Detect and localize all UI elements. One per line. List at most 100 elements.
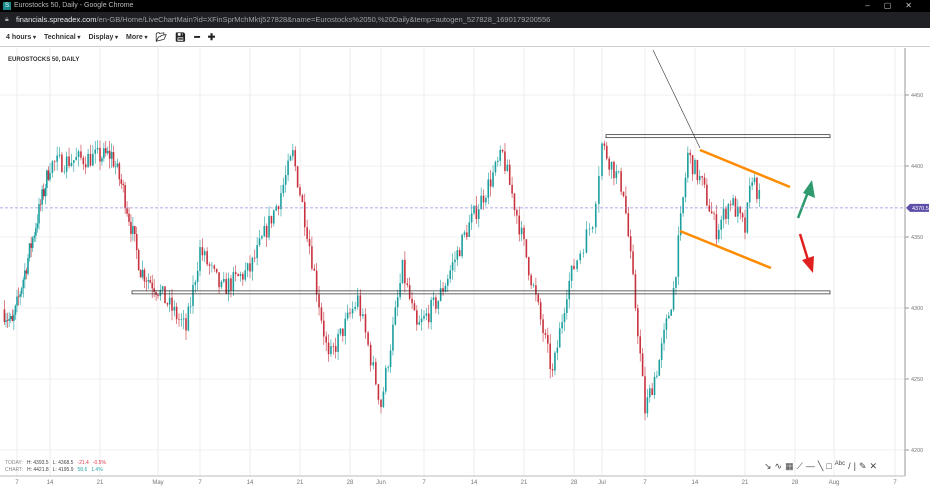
candle-body xyxy=(411,298,413,304)
arrow-tool-icon[interactable]: ↘ xyxy=(764,461,772,471)
candle-body xyxy=(703,177,706,185)
candle-body xyxy=(641,353,644,377)
address-bar[interactable]: 🔒︎ financials.spreadex.com/en-GB/Home/Li… xyxy=(0,12,930,28)
candle-body xyxy=(420,318,423,323)
x-tick-label: 21 xyxy=(742,480,749,486)
candle-body xyxy=(598,176,600,204)
candle-body xyxy=(675,276,677,289)
candle-body xyxy=(24,270,26,280)
curve-tool-icon[interactable]: ∿ xyxy=(774,461,783,471)
technical-dropdown[interactable]: Technical xyxy=(44,34,80,41)
candle-body xyxy=(182,318,185,320)
candle-body xyxy=(487,179,490,198)
candle-body xyxy=(282,184,285,194)
fan-tool-icon[interactable]: ⟋ xyxy=(796,461,803,471)
candle-body xyxy=(137,249,140,271)
candle-body xyxy=(372,362,375,366)
candle-body xyxy=(13,314,15,321)
candle-body xyxy=(230,278,232,291)
drawing-tools: ↘ ∿ ▦ ⟋ — ╲ □ Abc / | ✎ ✕ xyxy=(764,461,877,472)
candle-body xyxy=(251,257,254,272)
candle-body xyxy=(588,228,591,230)
candle-body xyxy=(289,156,292,161)
candle-body xyxy=(147,280,150,282)
candle-body xyxy=(648,388,651,398)
line-tool-icon[interactable]: ╲ xyxy=(817,461,824,471)
candle-body xyxy=(746,202,749,233)
candle-body xyxy=(622,191,625,197)
divider: | xyxy=(853,461,856,471)
candle-body xyxy=(594,203,597,228)
chart-change: 58.6 xyxy=(77,466,88,473)
candle-body xyxy=(387,367,389,368)
candle-body xyxy=(637,308,639,337)
candle-body xyxy=(22,279,25,289)
grid-tool-icon[interactable]: ▦ xyxy=(785,461,794,471)
pencil-icon[interactable]: ✎ xyxy=(858,461,867,471)
zoom-in-icon[interactable]: ✚ xyxy=(207,31,216,42)
candle-body xyxy=(554,352,556,371)
candle-body xyxy=(520,227,523,235)
candle-body xyxy=(713,213,715,215)
candle-body xyxy=(161,286,164,290)
open-folder-icon[interactable]: 📂︎ xyxy=(155,31,167,42)
candle-body xyxy=(80,151,82,158)
candle-body xyxy=(646,397,649,414)
candle-body xyxy=(99,147,101,162)
candle-body xyxy=(28,243,31,259)
candle-body xyxy=(284,175,287,185)
rect-tool-icon[interactable]: □ xyxy=(826,461,832,471)
candle-body xyxy=(208,264,211,266)
current-price-label: 4370.5 xyxy=(912,206,929,212)
zoom-out-icon[interactable]: ━ xyxy=(194,31,200,42)
candle-body xyxy=(389,350,392,368)
window-controls[interactable]: –▢✕ xyxy=(865,1,926,10)
candle-body xyxy=(380,399,382,408)
candle-body xyxy=(30,243,32,248)
candle-body xyxy=(710,211,713,214)
candle-body xyxy=(466,232,468,238)
candle-body xyxy=(468,222,471,238)
x-tick-label: 14 xyxy=(247,480,254,486)
candle-body xyxy=(665,318,668,330)
clear-icon[interactable]: ✕ xyxy=(869,461,878,471)
candle-body xyxy=(739,206,742,214)
candle-body xyxy=(615,171,618,179)
candle-body xyxy=(687,152,689,178)
text-tool-icon[interactable]: Abc xyxy=(834,461,846,467)
candle-body xyxy=(556,347,559,353)
candle-body xyxy=(413,303,416,311)
price-chart[interactable]: 7 14 21 May 7 14 21 28 Jun 7 14 21 28 Jul 7 14 21 28 Aug 7 4… xyxy=(0,48,930,492)
candle-body xyxy=(42,189,45,197)
candle-body xyxy=(506,164,509,171)
candle-body xyxy=(758,189,761,199)
candle-body xyxy=(139,270,142,278)
hline-tool-icon[interactable]: — xyxy=(805,461,815,471)
candle-body xyxy=(473,205,475,214)
candle-body xyxy=(737,206,739,217)
candle-body xyxy=(625,196,627,214)
candle-body xyxy=(696,159,699,181)
interval-dropdown[interactable]: 4 hours xyxy=(6,34,36,41)
candle-body xyxy=(44,188,47,197)
candle-body xyxy=(211,265,213,267)
x-tick-label: 7 xyxy=(15,480,19,486)
candle-body xyxy=(246,263,249,271)
save-icon[interactable]: 💾︎ xyxy=(174,31,187,42)
candle-body xyxy=(270,215,273,224)
display-dropdown[interactable]: Display xyxy=(88,34,118,41)
ray-tool-icon[interactable]: / xyxy=(848,461,851,471)
candle-body xyxy=(58,154,61,156)
chart-toolbar: 4 hours Technical Display More 📂︎ 💾︎ ━ ✚ xyxy=(0,28,930,47)
more-dropdown[interactable]: More xyxy=(126,34,147,41)
candle-body xyxy=(463,232,466,235)
chart-low: L: 4195.9 xyxy=(52,466,74,473)
down-arrow-shaft xyxy=(798,233,810,261)
candle-body xyxy=(61,154,63,172)
candle-body xyxy=(715,214,718,240)
candle-body xyxy=(320,307,323,321)
channel-lower-line xyxy=(679,229,772,270)
candle-body xyxy=(427,313,430,323)
candle-body xyxy=(132,226,134,234)
candle-body xyxy=(173,306,176,311)
